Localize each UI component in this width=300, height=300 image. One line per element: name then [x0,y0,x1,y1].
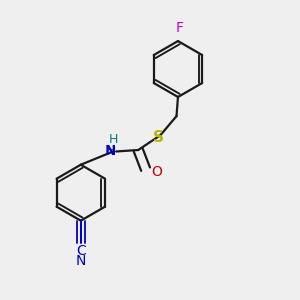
Text: S: S [152,130,164,145]
Text: N: N [76,254,86,268]
Text: H: H [109,133,119,146]
Text: H: H [105,144,115,158]
Text: N: N [106,145,116,158]
Text: F: F [176,21,183,34]
Text: O: O [152,165,162,179]
Text: C: C [76,244,86,258]
Text: N: N [104,144,115,158]
